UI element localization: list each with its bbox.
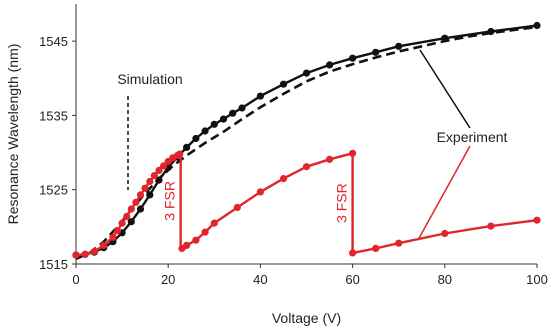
data-point [372,48,380,56]
y-axis-title: Resonance Wavelength (nm) [5,44,21,225]
data-point [160,162,168,170]
data-point [441,34,449,42]
data-point [100,241,108,249]
data-point [136,191,145,199]
data-point [349,54,357,62]
x-tick-label: 0 [72,272,79,287]
y-tick-label: 1535 [39,108,68,123]
data-point [279,80,288,88]
data-point [72,251,80,259]
data-point [219,115,228,123]
data-point [229,109,237,117]
data-point [533,21,541,30]
data-point [441,229,449,238]
data-point [533,216,541,224]
x-tick-label: 100 [526,272,548,287]
data-point [238,104,246,112]
data-point [302,69,311,77]
data-point [395,42,403,50]
data-point [201,127,209,135]
x-axis-title: Voltage (V) [272,310,341,326]
data-point [113,227,122,235]
data-point [349,249,357,257]
fsr-jump-label: 3 FSR [334,183,350,223]
y-tick-label: 1545 [39,34,68,49]
axes: 0 20 40 60 80 100 1515 1525 1535 1545 Voltage (V) R… [5,4,548,326]
data-point [210,120,218,128]
data-point [81,250,89,258]
data-point [146,177,154,186]
data-point [279,175,288,183]
annotations: Simulation Experiment [117,49,508,241]
experiment-pointer-black [419,49,471,129]
data-point [132,198,140,206]
data-point [201,228,209,236]
x-tick-label: 60 [345,272,359,287]
simulation-label: Simulation [117,71,182,87]
data-point [192,134,200,143]
series-layer: 3 FSR 3 FSR [72,21,541,260]
data-point [326,61,334,69]
data-point [155,166,163,174]
data-point [256,188,264,196]
fsr-jump-label: 3 FSR [162,181,178,221]
x-tick-label: 40 [253,272,267,287]
experiment-label: Experiment [437,129,508,145]
x-tick-label: 80 [438,272,452,287]
data-point [372,244,380,252]
data-point [127,205,135,213]
data-point [90,247,98,255]
data-point [123,212,131,221]
data-point [136,205,145,213]
data-point [210,219,218,227]
data-point [141,184,149,192]
data-point [256,92,264,100]
data-point [109,233,117,241]
data-point [487,27,495,36]
data-point [127,218,135,226]
data-point [395,239,403,247]
experiment-pointer-red [417,145,471,241]
data-point [118,219,126,227]
data-point [326,155,334,163]
data-point [233,203,241,212]
y-tick-label: 1525 [39,183,68,198]
y-tick-label: 1515 [39,257,68,272]
x-tick-label: 20 [161,272,175,287]
series-line-4 [352,219,538,255]
data-point [192,236,200,244]
data-point [349,149,357,157]
data-point [487,222,495,230]
data-point [183,241,191,249]
data-point [146,191,154,199]
data-point [302,163,311,171]
data-point [183,143,191,151]
data-point [150,172,158,180]
data-point [155,176,163,184]
